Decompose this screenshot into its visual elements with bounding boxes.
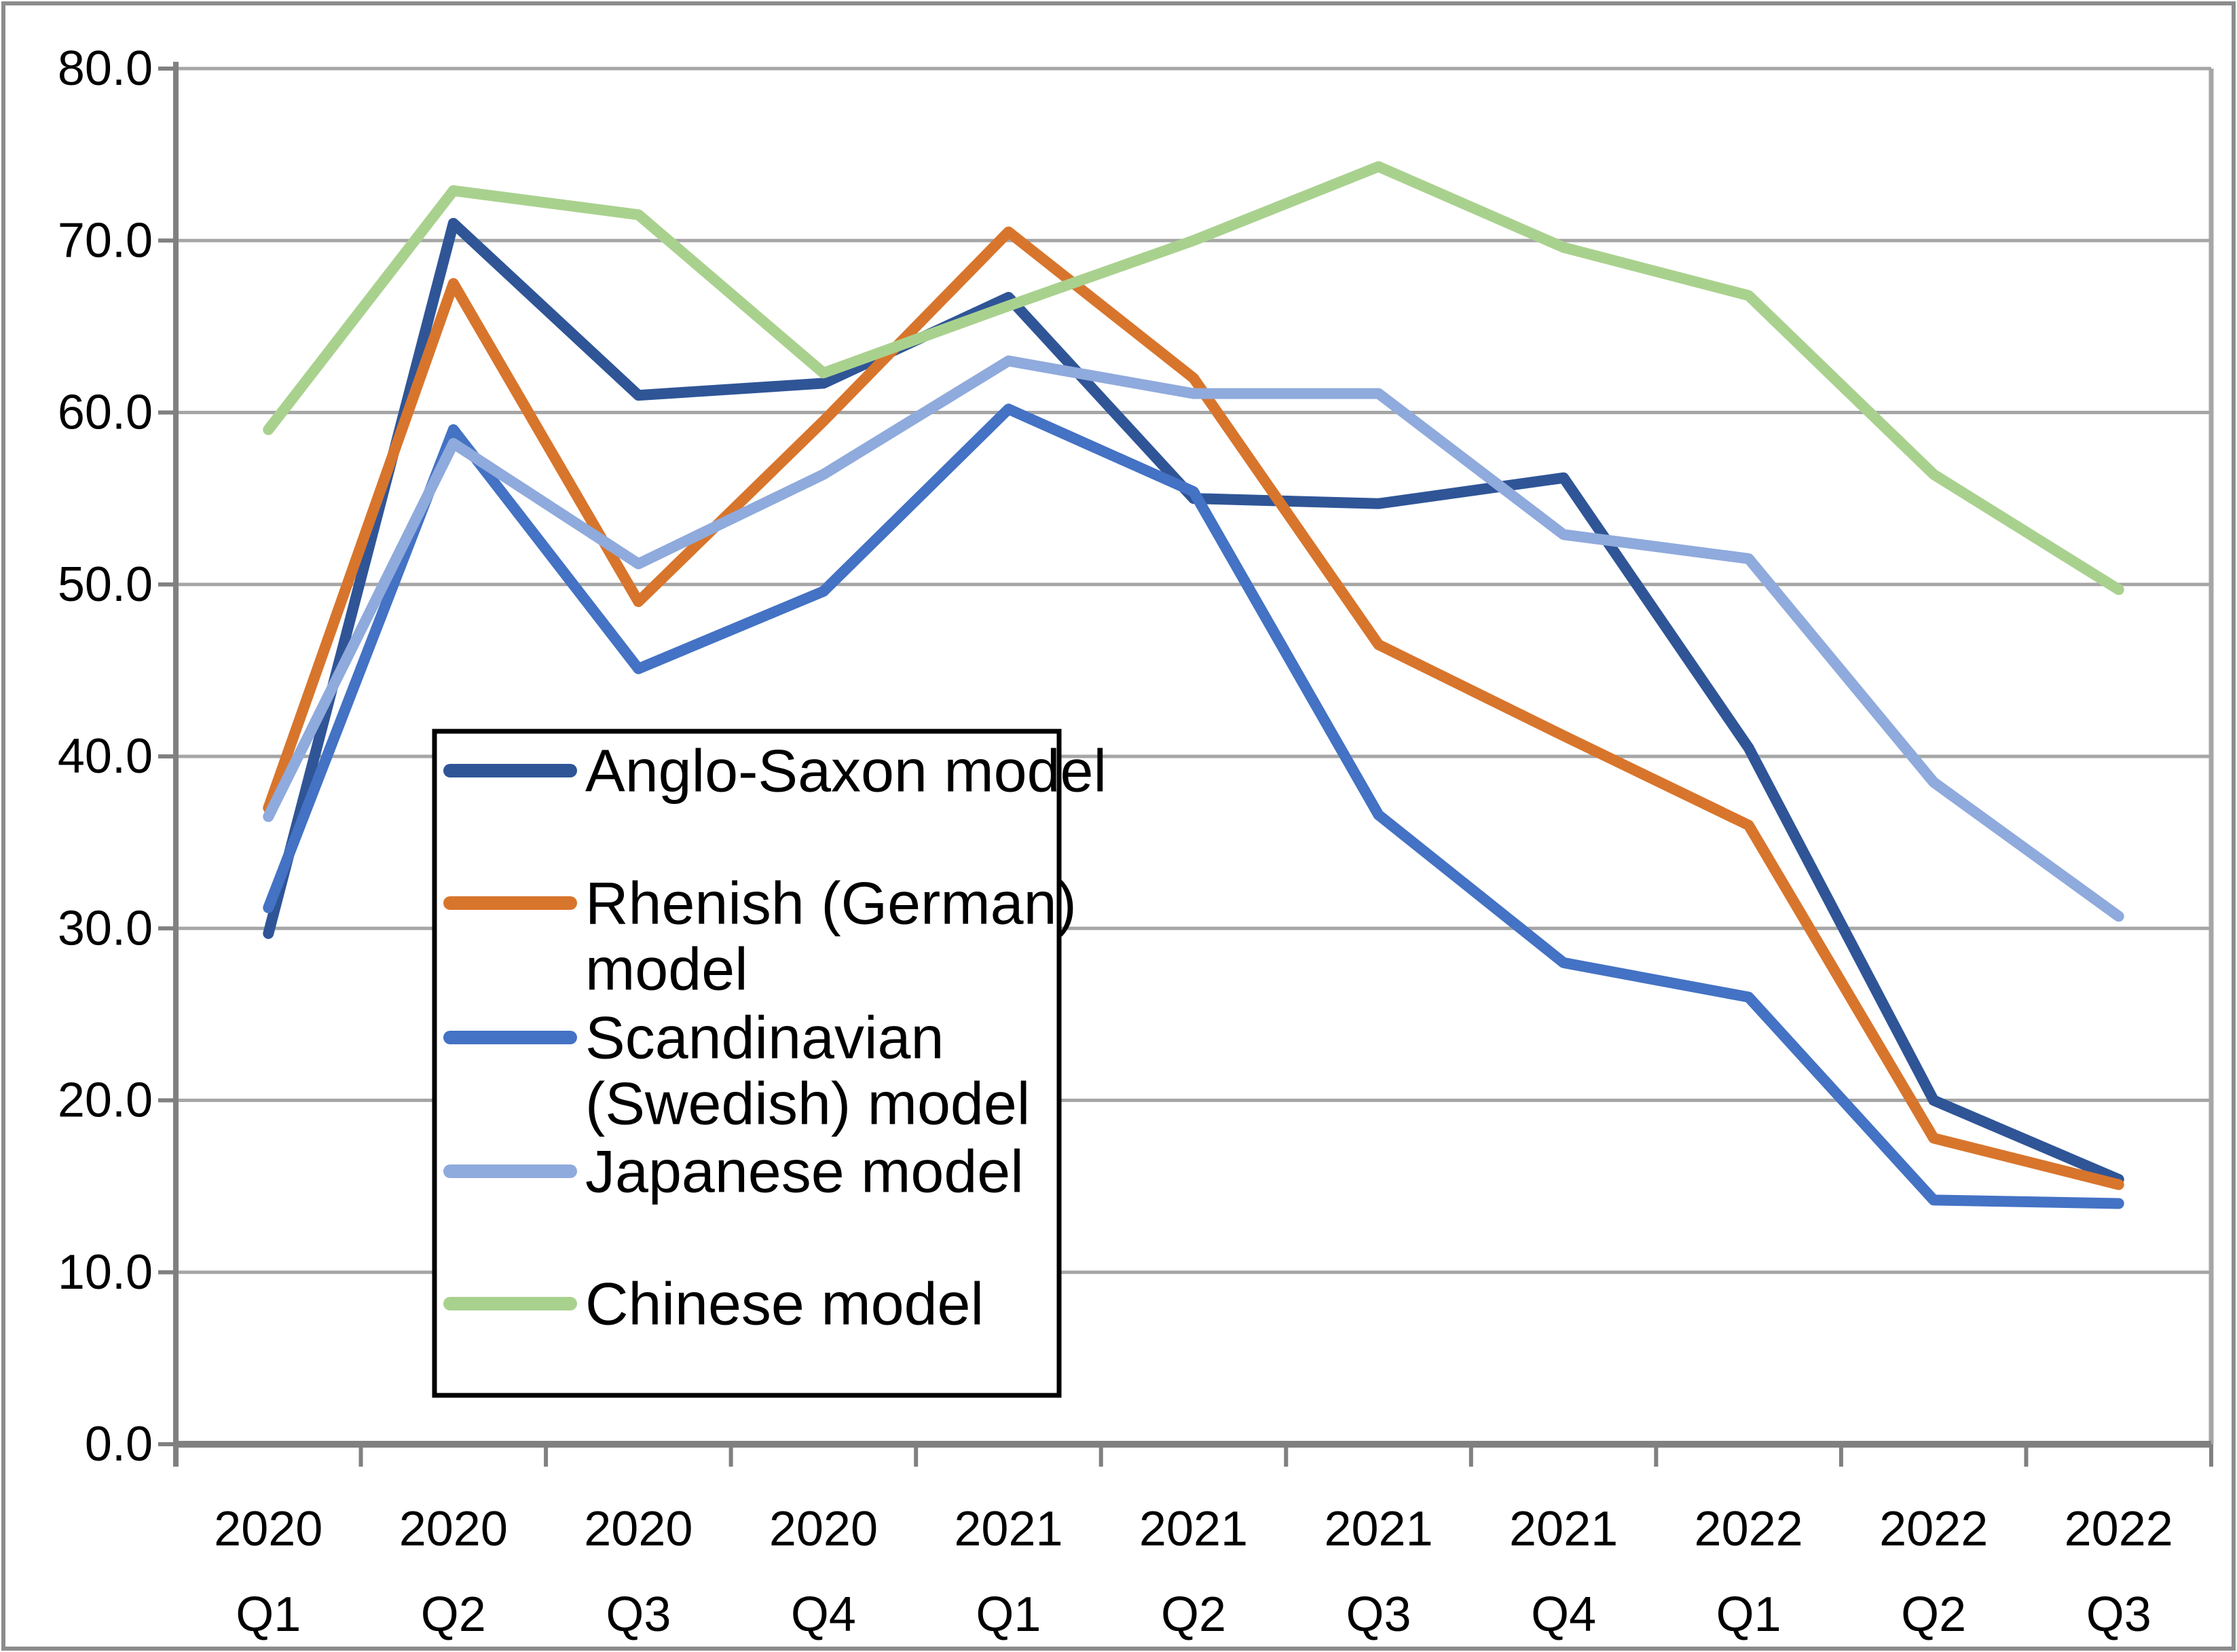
x-tick-label-year: 2020	[584, 1502, 692, 1556]
series-line-scandinavian-swedish-model	[263, 403, 2124, 1209]
x-tick-label-year: 2021	[1324, 1502, 1432, 1556]
y-tick-label: 50.0	[58, 557, 153, 612]
x-tick-label-year: 2022	[2065, 1502, 2173, 1556]
legend-entry-rhenish-german-model: Rhenish (German)model	[443, 870, 1077, 1003]
x-tick-label-year: 2021	[954, 1502, 1062, 1556]
y-tick-label: 60.0	[58, 386, 153, 440]
x-tick-label-year: 2021	[1139, 1502, 1248, 1556]
x-axis-labels: 2020 Q1 2020 Q2 2020 Q3 2020 Q4 2021 Q1 2021 Q2 2021…	[214, 1502, 2173, 1642]
legend-box	[432, 729, 1062, 1398]
y-tick-label: 30.0	[58, 901, 153, 955]
legend-entry-scandinavian-swedish-model: Scandinavian(Swedish) model	[443, 1004, 1030, 1137]
series-lines	[263, 161, 2124, 1209]
legend-label: Rhenish (German)	[585, 870, 1077, 937]
x-tick-label-year: 2020	[769, 1502, 878, 1556]
y-tick-label: 20.0	[58, 1073, 153, 1128]
legend-label: model	[585, 936, 748, 1003]
x-tick-label-quarter: Q2	[1901, 1587, 1966, 1642]
x-tick-label-quarter: Q4	[791, 1587, 856, 1642]
legend-label: Japanese model	[585, 1138, 1024, 1205]
x-tick-label-quarter: Q1	[236, 1587, 301, 1642]
y-tick-label: 10.0	[58, 1245, 153, 1300]
x-tick-label-year: 2020	[214, 1502, 322, 1556]
x-tick-label-quarter: Q3	[1346, 1587, 1411, 1642]
x-tick-label-quarter: Q3	[2086, 1587, 2151, 1642]
legend-label: Anglo-Saxon model	[585, 737, 1107, 805]
x-tick-label-quarter: Q1	[1716, 1587, 1781, 1642]
legend-entry-chinese-model: Chinese model	[443, 1270, 984, 1338]
y-tick-label: 0.0	[85, 1417, 153, 1471]
y-axis-labels: 0.0 10.0 20.0 30.0 40.0 50.0 60.0 70.0 80.0	[58, 41, 153, 1471]
x-tick-label-quarter: Q2	[1161, 1587, 1226, 1642]
x-tick-label-year: 2021	[1509, 1502, 1618, 1556]
legend-entry-anglo-saxon-model: Anglo-Saxon model	[443, 737, 1107, 805]
y-tick-label: 70.0	[58, 213, 153, 268]
legend-label: (Swedish) model	[585, 1070, 1030, 1137]
x-tick-label-quarter: Q1	[976, 1587, 1041, 1642]
x-tick-label-year: 2020	[399, 1502, 508, 1556]
series-line-chinese-model	[263, 161, 2124, 595]
legend-entry-japanese-model: Japanese model	[443, 1138, 1024, 1205]
y-tick-label: 40.0	[58, 729, 153, 784]
x-tick-label-quarter: Q3	[606, 1587, 671, 1642]
series-line-japanese-model	[263, 355, 2124, 922]
legend-label: Scandinavian	[585, 1004, 944, 1071]
x-tick-label-year: 2022	[1695, 1502, 1803, 1556]
x-tick-label-quarter: Q2	[421, 1587, 486, 1642]
x-tick-label-quarter: Q4	[1531, 1587, 1596, 1642]
y-tick-label: 80.0	[58, 41, 153, 96]
legend-label: Chinese model	[585, 1270, 984, 1338]
series-line-rhenish-german-model	[263, 226, 2124, 1190]
axes	[158, 62, 2213, 1467]
x-tick-label-year: 2022	[1879, 1502, 1988, 1556]
legend: Anglo-Saxon model Rhenish (German)modelSc…	[432, 729, 1107, 1398]
